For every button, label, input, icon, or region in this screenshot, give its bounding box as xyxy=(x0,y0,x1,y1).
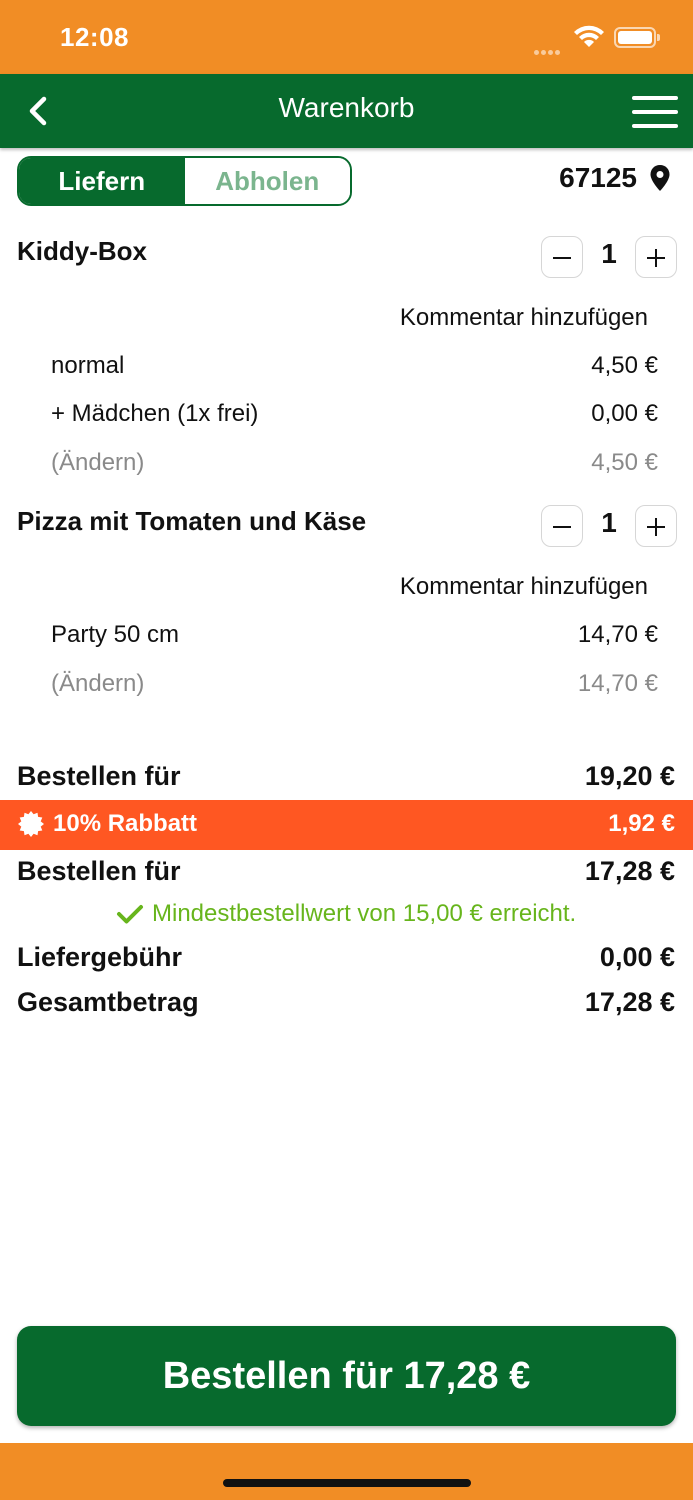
edit-item-link[interactable]: (Ändern) xyxy=(51,670,145,697)
decrease-quantity-button[interactable] xyxy=(541,505,583,547)
option-price: 0,00 € xyxy=(591,400,658,427)
back-chevron-icon[interactable] xyxy=(22,92,58,130)
cart-item-edit-row: (Ändern) 14,70 € xyxy=(51,670,658,698)
quantity-stepper: 1 xyxy=(541,505,677,547)
cart-item-edit-row: (Ändern) 4,50 € xyxy=(51,449,658,477)
subtotal-row: Bestellen für 19,20 € xyxy=(17,761,675,792)
quantity-value: 1 xyxy=(601,238,617,269)
page-title: Warenkorb xyxy=(278,92,415,123)
quantity-stepper: 1 xyxy=(541,236,677,278)
cart-item-title: Pizza mit Tomaten und Käse xyxy=(17,506,367,536)
postcode-label: 67125 xyxy=(559,162,637,193)
home-indicator[interactable] xyxy=(223,1479,471,1487)
hamburger-menu-icon[interactable] xyxy=(632,96,678,128)
edit-item-link[interactable]: (Ändern) xyxy=(51,449,145,476)
grand-total-value: 17,28 € xyxy=(584,987,675,1017)
subtotal-value: 19,20 € xyxy=(584,761,675,791)
status-time: 12:08 xyxy=(60,22,129,52)
item-subtotal: 14,70 € xyxy=(577,670,658,697)
option-label: normal xyxy=(51,352,125,379)
tab-abholen[interactable]: Abholen xyxy=(184,158,350,204)
add-comment-link[interactable]: Kommentar hinzufügen xyxy=(399,304,648,331)
bottom-bar xyxy=(0,1443,693,1500)
discounted-total-value: 17,28 € xyxy=(584,856,675,886)
delivery-fee-value: 0,00 € xyxy=(599,942,675,972)
discounted-total-label: Bestellen für xyxy=(17,856,181,886)
discount-label: 10% Rabbatt xyxy=(53,810,198,837)
location-selector[interactable]: 67125 xyxy=(559,162,671,194)
cart-item-option: normal 4,50 € xyxy=(51,352,658,380)
place-order-button[interactable]: Bestellen für 17,28 € xyxy=(17,1326,676,1426)
option-label: Party 50 cm xyxy=(51,621,180,648)
option-price: 14,70 € xyxy=(577,621,658,648)
decrease-quantity-button[interactable] xyxy=(541,236,583,278)
discount-banner: 10% Rabbatt 1,92 € xyxy=(0,800,693,850)
quantity-value: 1 xyxy=(601,507,617,538)
delivery-mode-toggle: Liefern Abholen xyxy=(17,156,352,206)
discount-value: 1,92 € xyxy=(608,810,675,837)
discounted-total-row: Bestellen für 17,28 € xyxy=(17,856,675,887)
delivery-fee-row: Liefergebühr 0,00 € xyxy=(17,942,675,973)
cart-item-option: Party 50 cm 14,70 € xyxy=(51,621,658,649)
cart-item-option: + Mädchen (1x frei) 0,00 € xyxy=(51,400,658,428)
wifi-icon xyxy=(574,25,604,47)
nav-bar: Warenkorb xyxy=(0,74,693,148)
minimum-order-text: Mindestbestellwert von 15,00 € erreicht. xyxy=(152,900,577,927)
add-comment-link[interactable]: Kommentar hinzufügen xyxy=(399,573,648,600)
increase-quantity-button[interactable] xyxy=(635,505,677,547)
option-price: 4,50 € xyxy=(591,352,658,379)
discount-badge-icon xyxy=(18,811,44,837)
option-label: + Mädchen (1x frei) xyxy=(51,400,259,427)
cart-item-title: Kiddy-Box xyxy=(17,236,147,266)
subtotal-label: Bestellen für xyxy=(17,761,181,791)
grand-total-row: Gesamtbetrag 17,28 € xyxy=(17,987,675,1018)
cellular-signal-icon xyxy=(534,42,562,60)
location-pin-icon xyxy=(650,165,670,191)
minimum-order-note: Mindestbestellwert von 15,00 € erreicht. xyxy=(116,900,576,928)
checkmark-icon xyxy=(117,905,143,924)
delivery-fee-label: Liefergebühr xyxy=(17,942,183,972)
grand-total-label: Gesamtbetrag xyxy=(17,987,199,1017)
item-subtotal: 4,50 € xyxy=(591,449,658,476)
battery-icon xyxy=(614,27,660,48)
increase-quantity-button[interactable] xyxy=(635,236,677,278)
status-bar: 12:08 xyxy=(0,0,693,74)
tab-liefern[interactable]: Liefern xyxy=(19,158,185,204)
